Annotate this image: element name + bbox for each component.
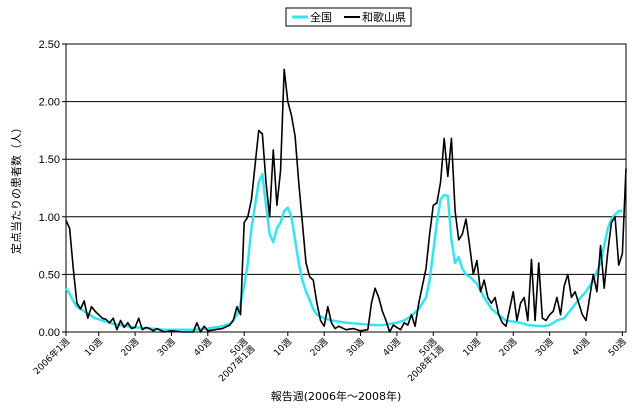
x-tick-label: 10週: [272, 336, 294, 358]
gridlines: [65, 43, 627, 333]
x-tick-label: 40週: [192, 336, 214, 358]
x-tick-label-line: 30週: [534, 336, 556, 358]
x-tick-label: 10週: [83, 336, 105, 358]
x-tick-label-line: 50週: [606, 336, 628, 358]
x-tick-label: 40週: [381, 336, 403, 358]
x-tick-label: 10週: [461, 336, 483, 358]
plot-area: [64, 68, 627, 333]
x-tick-label-line: 10週: [272, 336, 294, 358]
x-tick-label-line: 10週: [83, 336, 105, 358]
y-tick-label: 2.00: [39, 97, 60, 109]
x-tick-label-line: 20週: [119, 336, 141, 358]
x-tick-label: 50週2007年1週: [210, 336, 258, 384]
plot-frame: [65, 43, 627, 333]
x-tick-label: 30週: [155, 336, 177, 358]
legend-label: 和歌山県: [362, 10, 406, 24]
x-tick-label: 40週: [570, 336, 592, 358]
x-tick-label-line: 20週: [308, 336, 330, 358]
y-tick-label: 1.50: [39, 154, 60, 166]
x-tick-label-line: 40週: [381, 336, 403, 358]
legend: 全国 和歌山県: [285, 7, 412, 27]
x-tick-label-line: 30週: [155, 336, 177, 358]
x-tick-label: 50週2008年1週: [399, 336, 447, 384]
x-tick-label: 2006年1週: [31, 336, 72, 377]
y-tick-label: 1.00: [39, 212, 60, 224]
x-tick-label: 20週: [308, 336, 330, 358]
x-tick-label-line: 20週: [497, 336, 519, 358]
x-tick-label-line: 40週: [570, 336, 592, 358]
y-axis-ticks: 0.00 0.50 1.00 1.50 2.00 2.50: [39, 39, 66, 339]
y-tick-label: 0.00: [39, 327, 60, 339]
x-axis-ticks: 2006年1週 10週 20週 30週 40週 50週2007年1週 10週 20週 30週 40…: [31, 332, 628, 384]
x-tick-label: 30週: [534, 336, 556, 358]
series-line-wakayama: [65, 68, 627, 333]
x-tick-label: 20週: [497, 336, 519, 358]
x-tick-label-line: 10週: [461, 336, 483, 358]
series-line-national: [64, 172, 623, 331]
legend-label: 全国: [310, 10, 332, 24]
x-tick-label-line: 2006年1週: [31, 336, 72, 377]
y-axis-title: 定点当たりの患者数（人）: [9, 122, 23, 254]
x-tick-label-line: 30週: [344, 336, 366, 358]
x-tick-label: 50週: [606, 336, 628, 358]
x-axis-title: 報告週(2006年〜2008年): [271, 389, 402, 403]
y-tick-label: 2.50: [39, 39, 60, 51]
x-tick-label-line: 40週: [192, 336, 214, 358]
y-tick-label: 0.50: [39, 269, 60, 281]
x-tick-label: 30週: [344, 336, 366, 358]
x-tick-label: 20週: [119, 336, 141, 358]
